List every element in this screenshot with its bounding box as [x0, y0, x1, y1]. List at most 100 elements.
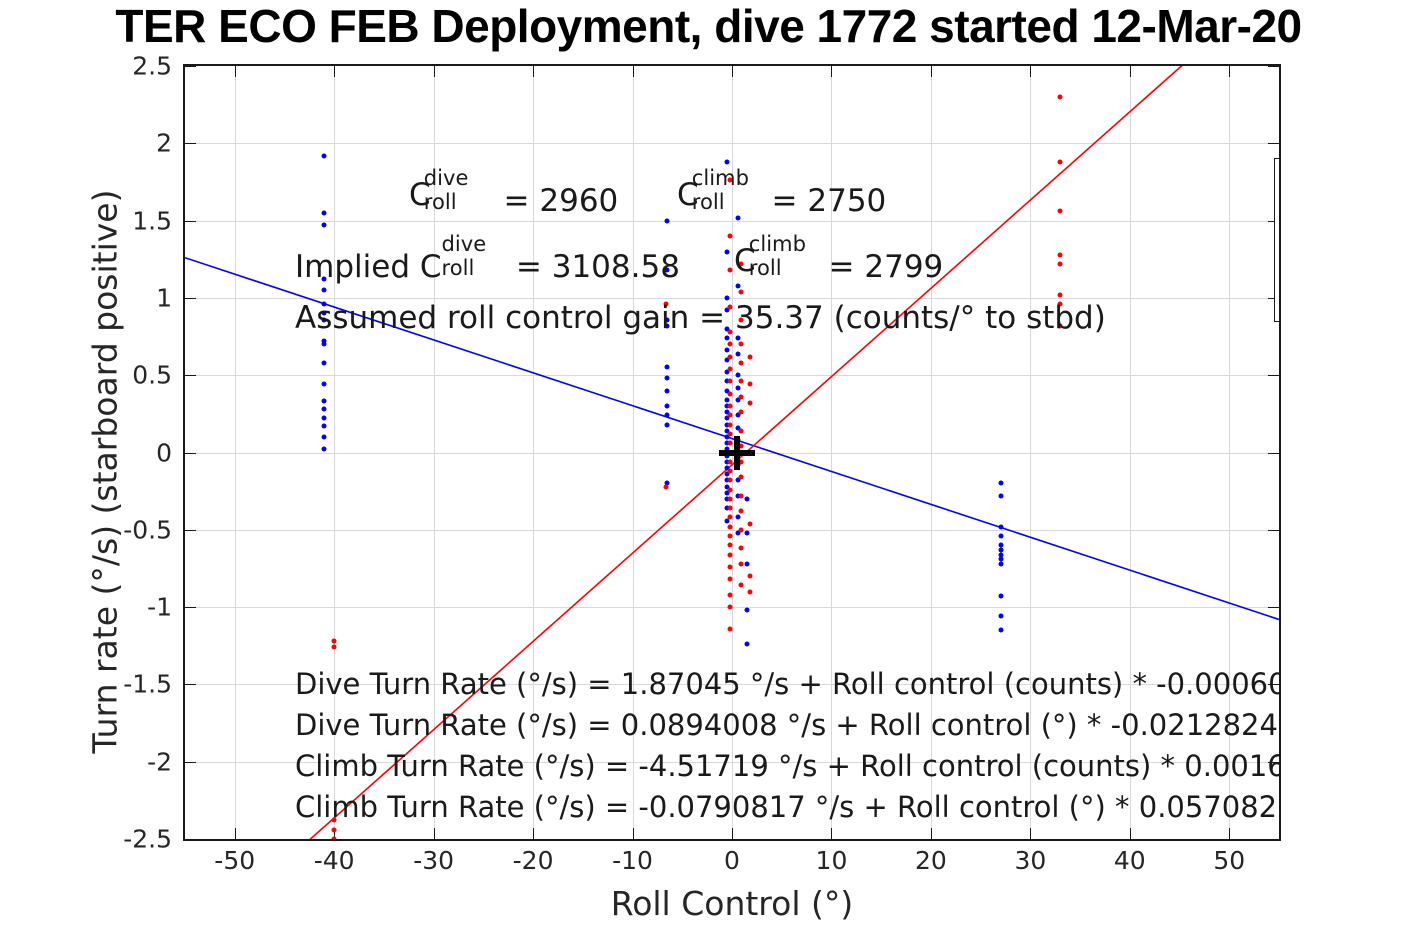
- annotation-c-dive: C dive roll = 2960: [409, 167, 618, 217]
- x-tick-mark: [1229, 828, 1231, 839]
- data-point-climb: [727, 366, 733, 372]
- y-tick-mark: [1268, 529, 1279, 531]
- x-tick-mark: [334, 66, 336, 77]
- data-point-dive: [724, 465, 730, 471]
- y-tick-label: 0.5: [132, 360, 172, 390]
- data-point-climb: [738, 360, 744, 366]
- x-tick-mark: [930, 828, 932, 839]
- data-point-dive: [735, 335, 741, 341]
- y-tick-mark: [1268, 452, 1279, 454]
- x-tick-mark: [234, 828, 236, 839]
- fit-line-data1: [185, 256, 1279, 621]
- data-point-climb: [747, 521, 753, 527]
- data-point-dive: [998, 556, 1004, 562]
- data-point-dive: [724, 388, 730, 394]
- data-point-climb: [727, 354, 733, 360]
- data-point-dive: [664, 422, 670, 428]
- data-point-climb: [727, 422, 733, 428]
- data-point-dive: [724, 249, 730, 255]
- data-point-dive: [724, 422, 730, 428]
- x-tick-mark: [831, 828, 833, 839]
- legend-item-climb[interactable]: Climb: [1275, 201, 1279, 239]
- data-point-dive: [998, 524, 1004, 530]
- data-point-dive: [321, 287, 327, 293]
- data-point-climb: [331, 644, 337, 650]
- data-point-dive: [724, 295, 730, 301]
- data-point-dive: [744, 496, 750, 502]
- data-point-climb: [1057, 208, 1063, 214]
- gridline-vertical: [234, 66, 236, 839]
- y-tick-mark: [1268, 297, 1279, 299]
- data-point-dive: [321, 381, 327, 387]
- plot-area[interactable]: C dive roll = 2960 C climb roll = 2750 I…: [183, 64, 1281, 841]
- x-tick-mark: [732, 66, 733, 77]
- legend[interactable]: DiveClimbdata1data2: [1274, 158, 1279, 322]
- data-point-dive: [321, 341, 327, 347]
- data-point-climb: [738, 394, 744, 400]
- data-point-climb: [738, 582, 744, 588]
- y-tick-label: -2: [147, 747, 172, 777]
- gridline-vertical: [1229, 66, 1231, 839]
- y-tick-mark: [1268, 375, 1279, 377]
- annotation-equation-2: Climb Turn Rate (°/s) = -4.51719 °/s + R…: [295, 749, 1281, 783]
- data-point-climb: [727, 604, 733, 610]
- data-point-dive: [664, 480, 670, 486]
- c-climb-symbol: C climb roll: [677, 164, 749, 214]
- data-point-dive: [724, 159, 730, 165]
- legend-item-data2[interactable]: data2: [1275, 277, 1279, 315]
- x-tick-mark: [433, 66, 435, 77]
- data-point-dive: [664, 323, 670, 329]
- data-point-climb: [727, 514, 733, 520]
- data-point-dive: [735, 351, 741, 357]
- x-tick-mark: [1229, 66, 1231, 77]
- y-tick-mark: [1268, 684, 1279, 686]
- c-climb-value: = 2750: [771, 183, 887, 219]
- gridline-vertical: [831, 66, 833, 839]
- data-point-dive: [724, 369, 730, 375]
- data-point-dive: [735, 425, 741, 431]
- data-point-climb: [747, 381, 753, 387]
- data-point-dive: [998, 627, 1004, 633]
- x-tick-mark: [334, 828, 336, 839]
- data-point-climb: [738, 443, 744, 449]
- data-point-dive: [724, 446, 730, 452]
- data-point-dive: [664, 218, 670, 224]
- data-point-climb: [738, 261, 744, 267]
- y-tick-label: 0: [156, 438, 172, 467]
- data-point-dive: [735, 412, 741, 418]
- data-point-dive: [735, 530, 741, 536]
- x-tick-mark: [433, 828, 435, 839]
- legend-item-dive[interactable]: Dive: [1275, 163, 1279, 201]
- data-point-climb: [1057, 252, 1063, 258]
- data-point-dive: [321, 301, 327, 307]
- data-point-climb: [727, 477, 733, 483]
- gridline-vertical: [1129, 66, 1131, 839]
- implied-dive-value: = 3108.58: [515, 249, 680, 285]
- data-point-dive: [744, 530, 750, 536]
- x-tick-mark: [1129, 828, 1131, 839]
- x-tick-label: -10: [612, 846, 653, 875]
- x-tick-mark: [632, 828, 634, 839]
- data-point-dive: [735, 493, 741, 499]
- x-tick-mark: [831, 66, 833, 77]
- data-point-climb: [727, 403, 733, 409]
- legend-item-data1[interactable]: data1: [1275, 239, 1279, 277]
- data-point-dive: [724, 409, 730, 415]
- data-point-dive: [321, 310, 327, 316]
- data-point-dive: [321, 338, 327, 344]
- data-point-climb: [663, 484, 669, 489]
- y-tick-mark: [1268, 143, 1279, 145]
- y-tick-label: 2: [156, 128, 172, 158]
- data-point-dive: [321, 434, 327, 440]
- data-point-dive: [998, 552, 1004, 558]
- data-point-dive: [321, 317, 327, 323]
- x-tick-mark: [1030, 66, 1032, 77]
- data-point-climb: [727, 468, 733, 474]
- annotation-implied-c-climb: C climb roll = 2799: [734, 233, 943, 283]
- x-tick-mark: [1030, 828, 1032, 839]
- implied-prefix: Implied C: [295, 249, 442, 285]
- fit-line-data2: [309, 66, 1183, 839]
- y-tick-label: -1: [147, 592, 172, 622]
- x-tick-mark: [732, 828, 733, 839]
- data-point-dive: [724, 378, 730, 384]
